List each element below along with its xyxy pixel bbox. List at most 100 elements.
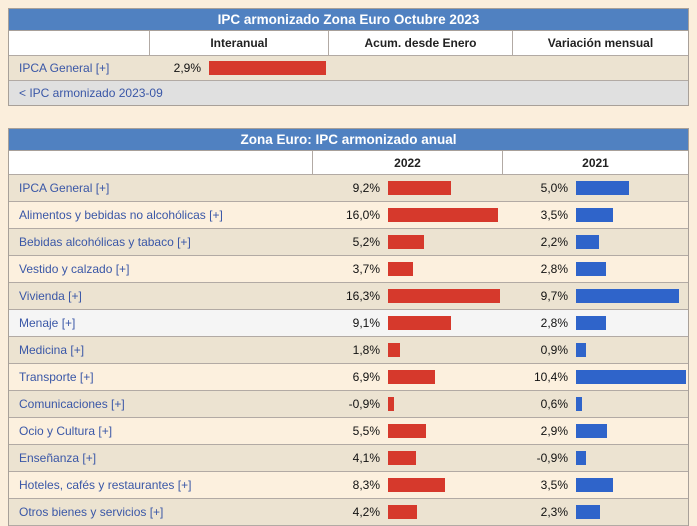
bar-2022	[388, 397, 395, 411]
bar-2022	[388, 316, 451, 330]
barwrap-2021	[576, 316, 686, 330]
bar-2021	[576, 505, 601, 519]
bar-2021	[576, 208, 614, 222]
category-link[interactable]: IPCA General [+]	[19, 61, 110, 75]
bar-2021	[576, 478, 614, 492]
cell-2022: 16,3%	[312, 289, 502, 303]
cell-2022: 16,0%	[312, 208, 502, 222]
value-2022: 9,1%	[352, 316, 380, 330]
category-link[interactable]: Vivienda [+]	[19, 289, 82, 303]
bar-2021	[576, 451, 586, 465]
bar-2021	[576, 181, 629, 195]
bar-2022	[388, 343, 401, 357]
bar-2022	[388, 424, 426, 438]
value-2021: 2,9%	[540, 424, 568, 438]
cell-2021: -0,9%	[502, 451, 688, 465]
bar-2022	[388, 208, 498, 222]
category-link[interactable]: Ocio y Cultura [+]	[19, 424, 113, 438]
barwrap-2022	[388, 397, 500, 411]
row-label-cell: Comunicaciones [+]	[9, 395, 312, 413]
cell-2021: 0,9%	[502, 343, 688, 357]
table-ipc-octubre: IPC armonizado Zona Euro Octubre 2023 In…	[8, 8, 689, 106]
table1-header-empty	[9, 31, 149, 56]
table-row: Alimentos y bebidas no alcohólicas [+] 1…	[9, 202, 688, 229]
row-label-cell: IPCA General [+]	[9, 179, 312, 197]
cell-2021: 2,9%	[502, 424, 688, 438]
value-2022: 4,2%	[352, 505, 380, 519]
row-label-cell: Alimentos y bebidas no alcohólicas [+]	[9, 206, 312, 224]
category-link[interactable]: Enseñanza [+]	[19, 451, 97, 465]
table1-title: IPC armonizado Zona Euro Octubre 2023	[9, 9, 688, 31]
category-link[interactable]: Comunicaciones [+]	[19, 397, 125, 411]
barwrap-2022	[388, 451, 500, 465]
cell-2021: 2,3%	[502, 505, 688, 519]
row-label-cell: Otros bienes y servicios [+]	[9, 503, 312, 521]
row-label-cell: Menaje [+]	[9, 314, 312, 332]
row-label-cell: Transporte [+]	[9, 368, 312, 386]
table-row: Vivienda [+] 16,3% 9,7%	[9, 283, 688, 310]
row-label-cell: Ocio y Cultura [+]	[9, 422, 312, 440]
cell-2022: 1,8%	[312, 343, 502, 357]
bar-2021	[576, 343, 586, 357]
value-2021: 10,4%	[533, 370, 568, 384]
value-2022: 1,8%	[352, 343, 380, 357]
previous-month-link[interactable]: < IPC armonizado 2023-09	[19, 86, 163, 100]
table-row: Bebidas alcohólicas y tabaco [+] 5,2% 2,…	[9, 229, 688, 256]
category-link[interactable]: Bebidas alcohólicas y tabaco [+]	[19, 235, 191, 249]
bar-2021	[576, 424, 607, 438]
table-row: Hoteles, cafés y restaurantes [+] 8,3% 3…	[9, 472, 688, 499]
bar-2021	[576, 262, 606, 276]
cell-2022: 8,3%	[312, 478, 502, 492]
barwrap-2021	[576, 505, 686, 519]
value-2022: 16,0%	[345, 208, 380, 222]
bar-2022	[388, 451, 417, 465]
barwrap-2021	[576, 424, 686, 438]
category-link[interactable]: Menaje [+]	[19, 316, 76, 330]
value-2021: 3,5%	[540, 478, 568, 492]
barwrap-2022	[388, 181, 500, 195]
value-2022: 5,2%	[352, 235, 380, 249]
value-2022: 4,1%	[352, 451, 380, 465]
cell-2021: 5,0%	[502, 181, 688, 195]
barwrap-2022	[388, 235, 500, 249]
barwrap-2022	[388, 370, 500, 384]
table-ipc-anual: Zona Euro: IPC armonizado anual 2022 202…	[8, 128, 689, 526]
category-link[interactable]: Vestido y calzado [+]	[19, 262, 130, 276]
category-link[interactable]: Alimentos y bebidas no alcohólicas [+]	[19, 208, 223, 222]
category-link[interactable]: Hoteles, cafés y restaurantes [+]	[19, 478, 192, 492]
category-link[interactable]: IPCA General [+]	[19, 181, 110, 195]
barwrap-2021	[576, 451, 686, 465]
row-label-cell: Vestido y calzado [+]	[9, 260, 312, 278]
table1-header-row: Interanual Acum. desde Enero Variación m…	[9, 31, 688, 56]
value-2022: 3,7%	[352, 262, 380, 276]
cell-2021: 0,6%	[502, 397, 688, 411]
category-link[interactable]: Medicina [+]	[19, 343, 85, 357]
value-2022: 9,2%	[352, 181, 380, 195]
table2-header-2022: 2022	[312, 151, 502, 175]
value-2021: 3,5%	[540, 208, 568, 222]
table-row: Vestido y calzado [+] 3,7% 2,8%	[9, 256, 688, 283]
category-link[interactable]: Transporte [+]	[19, 370, 94, 384]
barwrap-2022	[388, 262, 500, 276]
barwrap-2022	[388, 424, 500, 438]
barwrap-2021	[576, 343, 686, 357]
barwrap-2021	[576, 289, 686, 303]
row-label-cell: Medicina [+]	[9, 341, 312, 359]
cell-2021: 9,7%	[502, 289, 688, 303]
cell-2022: -0,9%	[312, 397, 502, 411]
table-row: IPCA General [+] 9,2% 5,0%	[9, 175, 688, 202]
barwrap-2022	[388, 289, 500, 303]
table-row: IPCA General [+] 2,9%	[9, 56, 688, 81]
bar-2022	[388, 505, 417, 519]
barwrap-2021	[576, 397, 686, 411]
bar-2021	[576, 316, 606, 330]
cell-2022: 4,1%	[312, 451, 502, 465]
bar-2022	[388, 478, 446, 492]
barwrap-2021	[576, 370, 686, 384]
interanual-barwrap	[209, 61, 326, 75]
tables-gap	[8, 106, 689, 128]
category-link[interactable]: Otros bienes y servicios [+]	[19, 505, 164, 519]
value-2022: 5,5%	[352, 424, 380, 438]
table-row: Medicina [+] 1,8% 0,9%	[9, 337, 688, 364]
table1-header-interanual: Interanual	[149, 31, 328, 56]
